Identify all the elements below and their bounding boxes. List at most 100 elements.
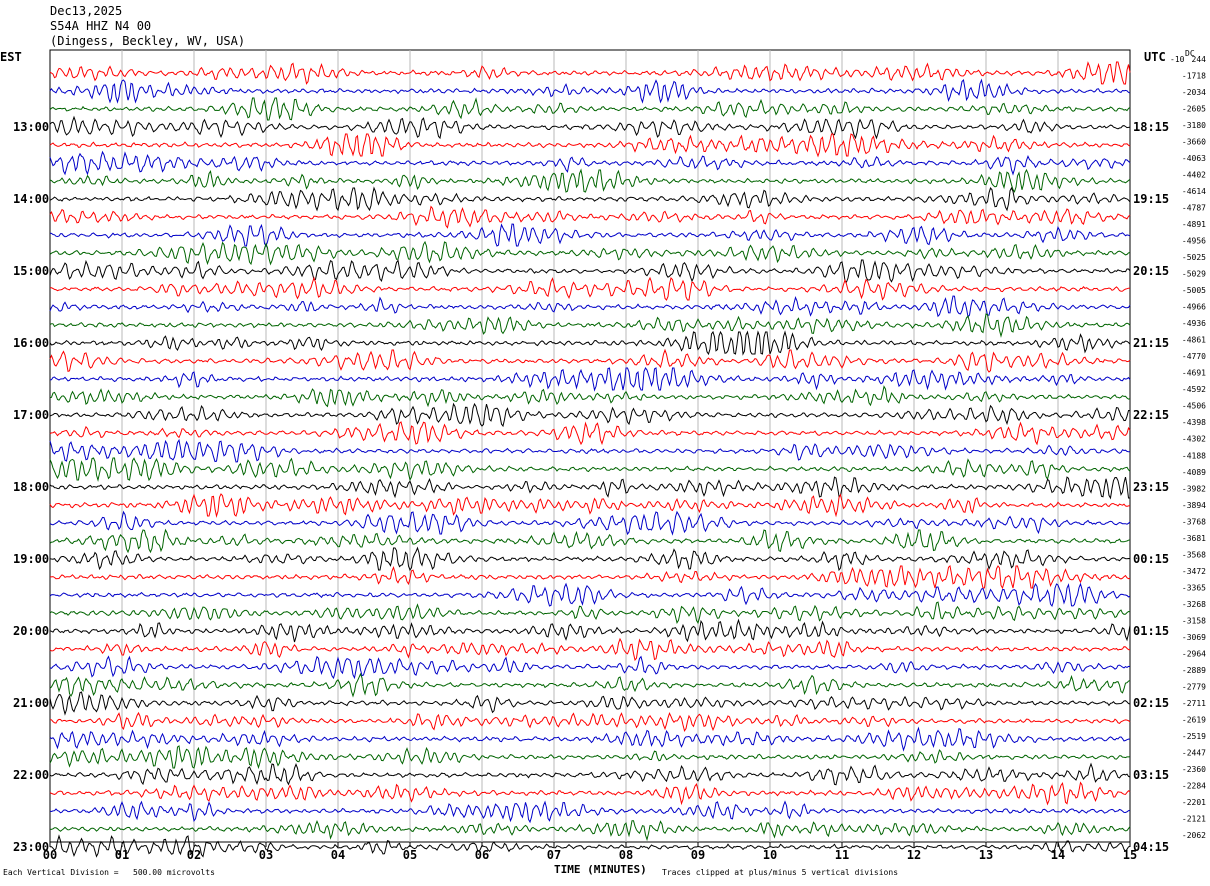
x-tick-label: 01 [115,848,129,862]
dc-offset-value: -3681 [1182,534,1206,543]
seismic-trace [49,205,1131,229]
dc-offset-value: -3982 [1182,484,1206,493]
seismic-trace [49,672,1131,698]
clip-note: Traces clipped at plus/minus 5 vertical … [662,868,899,877]
dc-offset-value: -4402 [1182,171,1206,180]
dc-offset-value: 244 [1192,55,1207,64]
dc-offset-value: -3568 [1182,550,1206,559]
x-tick-label: 08 [619,848,633,862]
dc-offset-value: -5029 [1182,270,1206,279]
x-tick-label: 14 [1051,848,1065,862]
seismic-trace [49,402,1131,428]
x-tick-label: 03 [259,848,273,862]
dc-offset-value: -2034 [1182,88,1206,97]
est-hour-label: 21:00 [13,696,49,710]
seismic-trace [49,546,1131,572]
seismic-trace [49,276,1131,301]
seismic-trace [49,438,1130,463]
dc-offset-value: -4770 [1182,352,1206,361]
seismic-trace [49,762,1131,786]
seismic-trace [49,565,1131,590]
x-tick-label: 05 [403,848,417,862]
seismic-trace [49,61,1131,85]
est-hour-label: 16:00 [13,336,49,350]
dc-offset-value: -3365 [1182,583,1206,592]
seismic-trace [49,601,1131,625]
dc-offset-value: -4506 [1182,402,1206,411]
seismic-trace [49,476,1130,500]
x-tick-label: 13 [979,848,993,862]
dc-offset-value: -2619 [1182,715,1206,724]
seismic-trace [49,168,1131,193]
utc-hour-label: 19:15 [1133,192,1169,206]
seismic-trace [49,655,1131,680]
seismic-trace [49,637,1131,662]
dc-offset-value: -2519 [1182,732,1206,741]
est-hour-label: 15:00 [13,264,49,278]
seismic-trace [49,726,1131,752]
utc-hour-label: 00:15 [1133,552,1169,566]
seismic-trace [49,711,1131,733]
dc-offset-value: -2062 [1182,831,1206,840]
seismic-trace [49,348,1131,373]
dc-offset-value: -4787 [1182,204,1206,213]
left-timezone-label: EST [0,50,22,64]
seismic-trace [49,97,1131,121]
seismic-trace [49,150,1131,176]
dc-offset-value: -2201 [1182,798,1206,807]
station-code: S54A HHZ N4 00 [50,19,152,33]
est-hour-label: 17:00 [13,408,49,422]
seismic-trace [50,834,1131,858]
utc-hour-label: 21:15 [1133,336,1169,350]
dc-offset-value: -2964 [1182,649,1206,658]
seismic-trace [49,295,1131,318]
seismic-trace [49,115,1131,140]
dc-offset-value: -3268 [1182,600,1206,609]
utc-hour-label: 01:15 [1133,624,1169,638]
x-tick-label: 00 [43,848,57,862]
dc-offset-value: -4188 [1182,451,1206,460]
dc-offset-value: -3158 [1182,616,1206,625]
dc-offset-value: -3180 [1182,121,1206,130]
x-tick-label: 09 [691,848,705,862]
x-tick-label: 02 [187,848,201,862]
dc-offset-value: -4861 [1182,336,1206,345]
dc-top-value: -10 [1170,55,1185,64]
seismic-trace [49,78,1131,104]
seismic-trace [49,800,1131,824]
dc-offset-value: -4398 [1182,418,1206,427]
dc-offset-value: -4691 [1182,369,1206,378]
x-tick-label: 15 [1123,848,1137,862]
seismic-trace [49,421,1131,446]
dc-offset-value: -2284 [1182,781,1206,790]
seismic-trace [49,330,1131,356]
scale-note: Each Vertical Division = 500.00 microvol… [3,868,215,877]
seismic-trace [49,781,1131,806]
dc-offset-value: -2447 [1182,748,1206,757]
dc-offset-value: -1718 [1182,72,1206,81]
seismic-trace [49,618,1131,643]
seismic-trace [49,745,1131,770]
seismic-trace [49,528,1131,554]
dc-offset-value: -4592 [1182,385,1206,394]
est-hour-label: 13:00 [13,120,49,134]
station-location: (Dingess, Beckley, WV, USA) [50,34,246,48]
dc-offset-value: -4966 [1182,303,1206,312]
dc-offset-value: -4936 [1182,319,1206,328]
dc-unit-label: DC [1185,49,1195,58]
dc-offset-value: -2121 [1182,814,1206,823]
x-tick-label: 04 [331,848,345,862]
seismic-trace [49,510,1131,536]
dc-offset-value: -3472 [1182,567,1206,576]
dc-offset-value: -3660 [1182,138,1206,147]
dc-offset-value: -3768 [1182,517,1206,526]
utc-hour-label: 02:15 [1133,696,1169,710]
x-tick-label: 12 [907,848,921,862]
right-timezone-label: UTC [1144,50,1166,64]
est-hour-label: 18:00 [13,480,49,494]
seismic-trace [49,582,1131,608]
dc-offset-value: -3894 [1182,501,1206,510]
est-hour-label: 22:00 [13,768,49,782]
seismic-trace [49,819,1131,842]
est-hour-label: 19:00 [13,552,49,566]
